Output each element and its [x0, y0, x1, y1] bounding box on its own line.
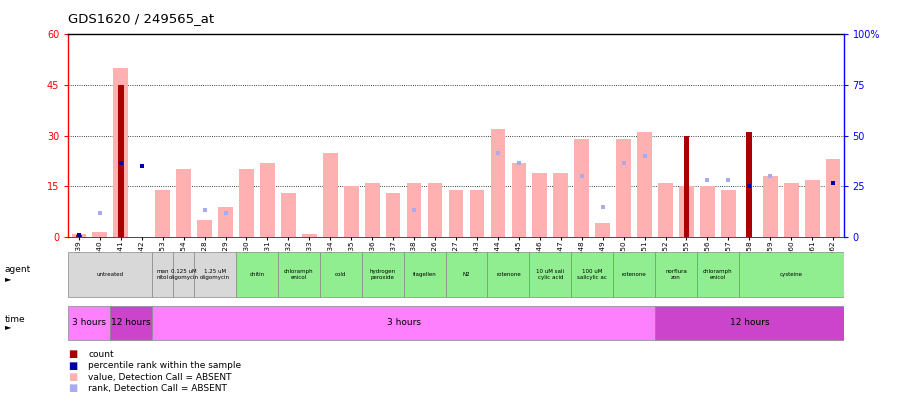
Bar — [236, 252, 278, 297]
Bar — [721, 190, 735, 237]
Text: chloramph
enicol: chloramph enicol — [283, 269, 313, 279]
Bar — [553, 173, 568, 237]
Text: ■: ■ — [68, 372, 77, 382]
Bar — [281, 193, 295, 237]
Bar — [218, 207, 232, 237]
Bar — [362, 252, 404, 297]
Text: 10 uM sali
cylic acid: 10 uM sali cylic acid — [536, 269, 564, 279]
Text: chloramph
enicol: chloramph enicol — [702, 269, 732, 279]
Text: 0.125 uM
oligomycin: 0.125 uM oligomycin — [169, 269, 199, 279]
Bar — [486, 252, 528, 297]
Bar — [595, 224, 609, 237]
Bar — [469, 190, 484, 237]
Bar — [68, 306, 110, 340]
Bar — [176, 169, 190, 237]
Text: ■: ■ — [68, 361, 77, 371]
Bar — [528, 252, 570, 297]
Bar — [343, 186, 358, 237]
Bar — [658, 183, 672, 237]
Bar — [696, 252, 738, 297]
Text: value, Detection Call = ABSENT: value, Detection Call = ABSENT — [88, 373, 231, 382]
Bar — [320, 252, 362, 297]
Text: count: count — [88, 350, 114, 359]
Text: norflura
zon: norflura zon — [664, 269, 686, 279]
Bar — [490, 129, 505, 237]
Bar — [71, 234, 87, 237]
Text: ►: ► — [5, 322, 11, 331]
Text: 1.25 uM
oligomycin: 1.25 uM oligomycin — [200, 269, 230, 279]
Text: ►: ► — [5, 275, 11, 284]
Bar — [152, 252, 173, 297]
Text: chitin: chitin — [249, 272, 264, 277]
Text: rank, Detection Call = ABSENT: rank, Detection Call = ABSENT — [88, 384, 227, 393]
Bar — [763, 176, 777, 237]
Bar — [637, 132, 651, 237]
Bar — [385, 193, 400, 237]
Text: N2: N2 — [462, 272, 470, 277]
Bar — [239, 169, 253, 237]
Bar — [322, 153, 337, 237]
Text: 12 hours: 12 hours — [111, 318, 151, 328]
Text: hydrogen
peroxide: hydrogen peroxide — [369, 269, 395, 279]
Text: cold: cold — [334, 272, 346, 277]
Bar — [783, 183, 798, 237]
Text: GDS1620 / 249565_at: GDS1620 / 249565_at — [68, 12, 214, 25]
Bar — [68, 252, 152, 297]
Bar — [612, 252, 654, 297]
Bar — [682, 136, 689, 237]
Bar — [448, 190, 463, 237]
Bar — [532, 173, 547, 237]
Bar — [700, 186, 714, 237]
Text: untreated: untreated — [97, 272, 124, 277]
Text: agent: agent — [5, 265, 31, 274]
Bar — [738, 252, 843, 297]
Bar — [118, 85, 124, 237]
Text: 12 hours: 12 hours — [729, 318, 768, 328]
Text: ■: ■ — [68, 384, 77, 393]
Bar — [574, 139, 589, 237]
Bar — [406, 183, 421, 237]
Bar — [76, 235, 82, 237]
Text: rotenone: rotenone — [621, 272, 646, 277]
Bar — [404, 252, 445, 297]
Bar — [173, 252, 194, 297]
Text: flagellen: flagellen — [413, 272, 436, 277]
Bar — [302, 234, 316, 237]
Bar — [110, 306, 152, 340]
Bar — [654, 252, 696, 297]
Text: time: time — [5, 315, 26, 324]
Text: percentile rank within the sample: percentile rank within the sample — [88, 361, 241, 370]
Bar — [197, 220, 211, 237]
Bar — [260, 163, 274, 237]
Bar — [194, 252, 236, 297]
Bar — [155, 190, 169, 237]
Text: 3 hours: 3 hours — [386, 318, 420, 328]
Text: rotenone: rotenone — [496, 272, 520, 277]
Bar — [654, 306, 843, 340]
Text: cysteine: cysteine — [779, 272, 802, 277]
Bar — [152, 306, 654, 340]
Text: 3 hours: 3 hours — [72, 318, 107, 328]
Bar — [745, 132, 752, 237]
Bar — [679, 186, 693, 237]
Bar — [616, 139, 630, 237]
Text: man
nitol: man nitol — [157, 269, 169, 279]
Bar — [445, 252, 486, 297]
Bar — [113, 68, 128, 237]
Bar — [824, 159, 840, 237]
Bar — [570, 252, 612, 297]
Bar — [804, 179, 819, 237]
Bar — [364, 183, 379, 237]
Bar — [278, 252, 320, 297]
Bar — [511, 163, 526, 237]
Bar — [427, 183, 442, 237]
Text: ■: ■ — [68, 350, 77, 359]
Bar — [92, 232, 107, 237]
Text: 100 uM
salicylic ac: 100 uM salicylic ac — [577, 269, 607, 279]
